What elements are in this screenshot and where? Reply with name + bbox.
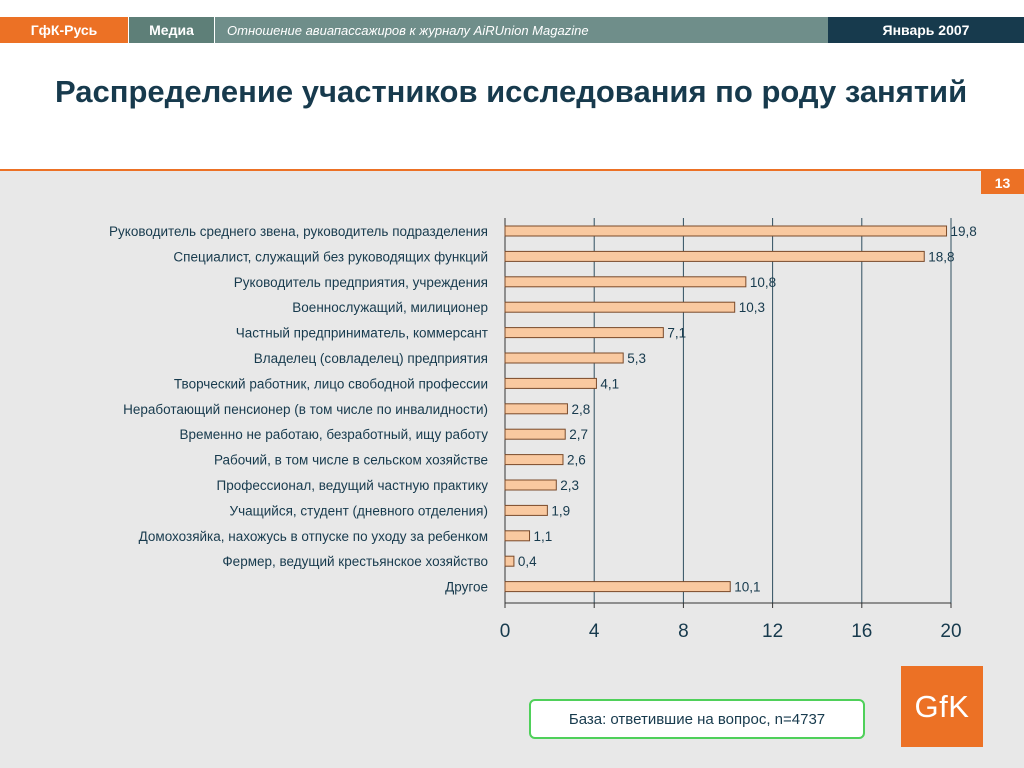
value-label-3: 10,3 (739, 300, 765, 315)
bar-12 (504, 530, 531, 542)
content-panel (0, 171, 1024, 768)
subject-label: Отношение авиапассажиров к журналу AiRUn… (214, 17, 828, 43)
value-label-0: 19,8 (951, 224, 977, 239)
value-label-1: 18,8 (928, 249, 954, 264)
x-tick-label-0: 0 (500, 621, 511, 642)
category-label-11: Учащийся, студент (дневного отделения) (230, 503, 488, 518)
value-label-12: 1,1 (534, 529, 553, 544)
value-label-7: 2,8 (571, 402, 590, 417)
value-label-5: 5,3 (627, 351, 646, 366)
base-note-text: База: ответившие на вопрос, n=4737 (568, 710, 826, 728)
category-label-4: Частный предприниматель, коммерсант (236, 326, 488, 341)
bar-13 (504, 555, 515, 567)
header-bar: ГфК-Русь Медиа Отношение авиапассажиров … (0, 17, 1024, 43)
bar-14 (504, 581, 731, 593)
value-label-11: 1,9 (551, 503, 570, 518)
category-label-6: Творческий работник, лицо свободной проф… (174, 376, 488, 391)
category-label-13: Фермер, ведущий крестьянское хозяйство (222, 554, 488, 569)
category-label-1: Специалист, служащий без руководящих фун… (173, 249, 488, 264)
occupation-bar-chart: 0 4 8 12 16 20 Руководитель среднего звена, ру… (109, 218, 977, 642)
category-label-8: Временно не работаю, безработный, ищу ра… (180, 427, 489, 442)
bar-3 (504, 301, 736, 313)
bar-8 (504, 428, 566, 440)
value-label-13: 0,4 (518, 554, 537, 569)
value-label-14: 10,1 (734, 580, 760, 595)
page-number-badge: 13 (981, 171, 1024, 194)
category-label-12: Домохозяйка, нахожусь в отпуске по уходу… (139, 529, 488, 544)
category-label-3: Военнослужащий, милиционер (292, 300, 488, 315)
section-label: Медиа (128, 17, 214, 43)
bar-11 (504, 504, 548, 516)
header-divider (0, 169, 1024, 171)
bar-6 (504, 377, 597, 389)
bar-7 (504, 403, 568, 415)
page-title: Распределение участников исследования по… (55, 74, 968, 109)
bar-1 (504, 250, 925, 262)
base-note: База: ответившие на вопрос, n=4737 (529, 699, 865, 739)
bar-9 (504, 454, 564, 466)
x-tick-label-1: 4 (589, 621, 600, 642)
category-label-9: Рабочий, в том числе в сельском хозяйств… (214, 453, 488, 468)
value-label-8: 2,7 (569, 427, 588, 442)
category-label-0: Руководитель среднего звена, руководител… (109, 224, 488, 239)
bar-5 (504, 352, 624, 364)
value-label-6: 4,1 (600, 376, 619, 391)
value-label-9: 2,6 (567, 453, 586, 468)
value-label-2: 10,8 (750, 275, 776, 290)
category-label-2: Руководитель предприятия, учреждения (234, 275, 488, 290)
category-label-7: Неработающий пенсионер (в том числе по и… (123, 402, 488, 417)
bar-10 (504, 479, 557, 491)
category-label-5: Владелец (совладелец) предприятия (254, 351, 488, 366)
date-label: Январь 2007 (828, 17, 1024, 43)
bar-0 (504, 225, 948, 237)
x-tick-label-2: 8 (678, 621, 689, 642)
category-label-14: Другое (445, 580, 488, 595)
value-label-10: 2,3 (560, 478, 579, 493)
x-tick-label-3: 12 (762, 621, 783, 642)
gfk-logo-text: GfK (914, 688, 970, 724)
brand-label: ГфК-Русь (0, 17, 128, 43)
category-label-10: Профессионал, ведущий частную практику (217, 478, 489, 493)
x-tick-label-4: 16 (851, 621, 872, 642)
value-label-4: 7,1 (667, 326, 686, 341)
bar-2 (504, 276, 747, 288)
bar-4 (504, 327, 664, 339)
x-tick-label-5: 20 (940, 621, 961, 642)
gfk-logo: GfK (901, 666, 983, 747)
